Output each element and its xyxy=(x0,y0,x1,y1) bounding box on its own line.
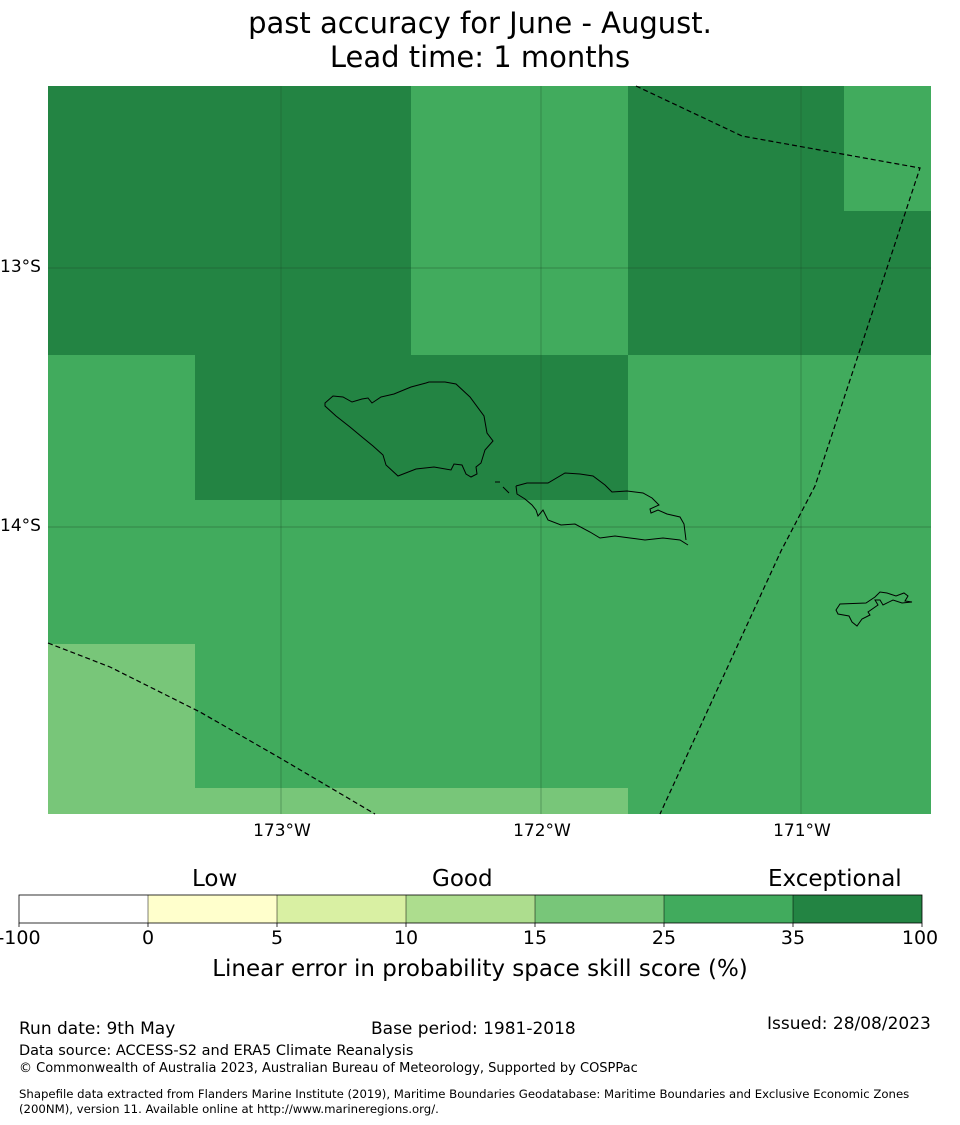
skill-cell-15-25 xyxy=(48,644,195,814)
skill-cell-35-100 xyxy=(844,211,931,355)
colorbar-swatch xyxy=(664,895,793,923)
colorbar-tick-label: 35 xyxy=(780,927,806,949)
longitude-label: 172°W xyxy=(513,821,571,841)
longitude-label: 171°W xyxy=(773,821,831,841)
eez-boundary-east xyxy=(635,85,921,815)
colorbar-swatch xyxy=(19,895,148,923)
colorbar-tick-label: 15 xyxy=(522,927,548,949)
shapefile-credit-line-1: Shapefile data extracted from Flanders M… xyxy=(19,1087,910,1101)
base-period: Base period: 1981-2018 xyxy=(371,1019,576,1039)
coastlines xyxy=(324,381,913,627)
map-title-line-3: Lead time: 1 months xyxy=(329,40,631,74)
skill-cell-15-25 xyxy=(195,788,628,814)
maritime-boundary xyxy=(47,85,921,815)
graticule xyxy=(48,86,931,814)
latitude-label: 13°S xyxy=(0,257,41,277)
longitude-label: 173°W xyxy=(253,821,311,841)
copyright-notice: © Commonwealth of Australia 2023, Austra… xyxy=(19,1061,638,1076)
colorbar-swatch xyxy=(406,895,535,923)
map-title-line-2: past accuracy for June - August. xyxy=(248,6,712,40)
colorbar-tick-label: 100 xyxy=(901,927,939,949)
savaii-island xyxy=(324,381,494,478)
colorbar-tick-label: 5 xyxy=(270,927,284,949)
data-source: Data source: ACCESS-S2 and ERA5 Climate … xyxy=(19,1043,414,1059)
skill-cell-35-100 xyxy=(48,86,411,355)
eez-boundary-southwest xyxy=(47,642,376,815)
colorbar-tick-label: -100 xyxy=(0,927,41,949)
colorbar-swatch xyxy=(148,895,277,923)
shapefile-credit-line-2: (200NM), version 11. Available online at… xyxy=(19,1102,439,1116)
colorbar-swatch xyxy=(277,895,406,923)
colorbar-tick-label: 0 xyxy=(141,927,155,949)
colorbar-tick-label: 25 xyxy=(651,927,677,949)
skill-cell-35-100 xyxy=(195,355,628,500)
run-date: Run date: 9th May xyxy=(19,1019,176,1039)
latitude-label: 14°S xyxy=(0,516,41,536)
map-panel xyxy=(47,85,931,815)
colorbar-tick-label: 10 xyxy=(393,927,419,949)
colorbar xyxy=(18,894,923,927)
tutuila-island xyxy=(835,591,913,627)
colorbar-swatch xyxy=(793,895,922,923)
issued-date: Issued: 28/08/2023 xyxy=(767,1014,931,1034)
upolu-island xyxy=(515,472,689,546)
colorbar-swatch xyxy=(535,895,664,923)
colorbar-axis-label: Linear error in probability space skill … xyxy=(212,956,748,982)
skill-cell-35-100 xyxy=(628,86,844,355)
colorbar-category-low: Low xyxy=(192,866,238,892)
manono-apolima-islets xyxy=(495,481,510,494)
colorbar-category-exceptional: Exceptional xyxy=(768,866,902,892)
colorbar-category-good: Good xyxy=(432,866,493,892)
